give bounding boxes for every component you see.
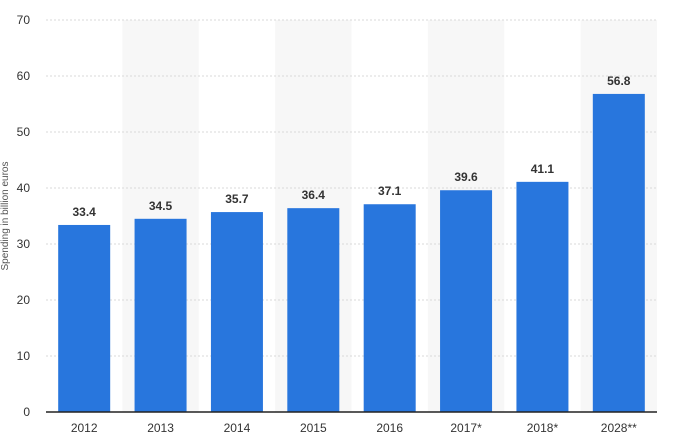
bar xyxy=(287,208,340,412)
y-axis-title: Spending in billion euros xyxy=(0,162,11,271)
y-tick-label: 40 xyxy=(17,181,31,195)
x-tick-label: 2018* xyxy=(527,421,559,435)
x-tick-label: 2013 xyxy=(147,421,174,435)
y-tick-label: 0 xyxy=(23,405,30,419)
bar-value-label: 56.8 xyxy=(607,74,631,88)
x-tick-label: 2014 xyxy=(224,421,251,435)
bar-value-label: 35.7 xyxy=(225,192,249,206)
x-tick-label: 2028** xyxy=(601,421,637,435)
y-tick-label: 10 xyxy=(17,349,31,363)
bar xyxy=(134,218,187,412)
value-labels-group: 33.4 34.5 35.7 36.4 37.1 39.6 41.1 56.8 xyxy=(73,74,631,219)
y-tick-label: 30 xyxy=(17,237,31,251)
bar-value-label: 39.6 xyxy=(454,170,478,184)
x-tick-label: 2017* xyxy=(450,421,482,435)
x-axis-ticks: 2012 2013 2014 2015 2016 2017* 2018* 2028** xyxy=(71,421,637,435)
x-tick-label: 2016 xyxy=(376,421,403,435)
y-tick-label: 70 xyxy=(17,13,31,27)
bars-group xyxy=(58,93,645,413)
y-tick-label: 50 xyxy=(17,125,31,139)
bar-value-label: 41.1 xyxy=(531,162,555,176)
y-tick-label: 20 xyxy=(17,293,31,307)
bar-value-label: 33.4 xyxy=(73,205,97,219)
bar xyxy=(592,93,645,413)
bar xyxy=(516,181,569,412)
x-tick-label: 2012 xyxy=(71,421,98,435)
bar xyxy=(58,224,111,412)
bar xyxy=(440,190,493,412)
y-axis-ticks: 0 10 20 30 40 50 60 70 xyxy=(17,13,31,419)
bar xyxy=(210,212,263,412)
bar-value-label: 34.5 xyxy=(149,199,173,213)
y-tick-label: 60 xyxy=(17,69,31,83)
bar xyxy=(363,204,416,412)
bar-value-label: 36.4 xyxy=(302,188,326,202)
x-tick-label: 2015 xyxy=(300,421,327,435)
bar-value-label: 37.1 xyxy=(378,184,402,198)
